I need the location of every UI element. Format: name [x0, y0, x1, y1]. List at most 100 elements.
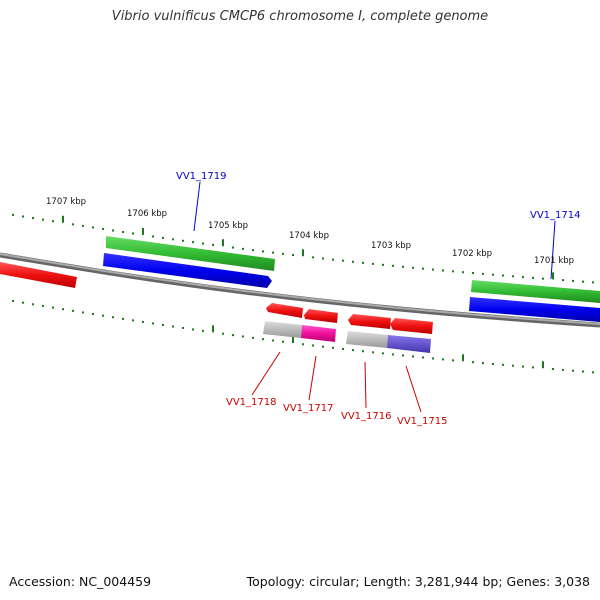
- major-tick: [62, 215, 64, 223]
- gene-red-vv1-1718[interactable]: [266, 303, 303, 318]
- gene-label-vv1-1716[interactable]: VV1_1716: [341, 411, 392, 422]
- minor-tick: [252, 249, 254, 252]
- minor-tick: [132, 232, 134, 235]
- gene-label-vv1-1717[interactable]: VV1_1717: [283, 403, 334, 414]
- genome-summary-text: Topology: circular; Length: 3,281,944 bp…: [246, 574, 590, 589]
- minor-tick: [252, 336, 254, 339]
- gene-purple-vv1-1715[interactable]: [387, 335, 431, 353]
- minor-tick: [382, 352, 384, 355]
- minor-tick: [452, 359, 454, 362]
- minor-tick: [392, 353, 394, 356]
- minor-tick: [242, 247, 244, 250]
- minor-tick: [162, 236, 164, 239]
- minor-tick: [502, 274, 504, 277]
- gene-label-vv1-1718[interactable]: VV1_1718: [226, 397, 277, 408]
- minor-tick: [22, 301, 24, 304]
- minor-tick: [362, 261, 364, 264]
- minor-tick: [112, 316, 114, 319]
- gene-grey-vv1-1718[interactable]: [263, 321, 302, 338]
- scale-label: 1702 kbp: [452, 249, 492, 259]
- minor-tick: [452, 270, 454, 273]
- minor-tick: [12, 213, 14, 216]
- gene-green-vv1-1714[interactable]: [471, 280, 600, 303]
- minor-tick: [572, 279, 574, 282]
- minor-tick: [322, 257, 324, 260]
- minor-tick: [122, 231, 124, 234]
- gene-blue-right[interactable]: [469, 297, 600, 322]
- minor-tick: [512, 364, 514, 367]
- minor-tick: [32, 303, 34, 306]
- minor-tick: [282, 252, 284, 255]
- minor-tick: [512, 275, 514, 278]
- minor-tick: [92, 313, 94, 316]
- minor-tick: [362, 350, 364, 353]
- gene-blue-left[interactable]: [103, 253, 272, 288]
- minor-tick: [382, 263, 384, 266]
- leader-vv1-1717: [308, 355, 317, 401]
- gene-red-left[interactable]: [0, 262, 77, 288]
- major-tick: [292, 336, 294, 344]
- minor-tick: [482, 362, 484, 365]
- minor-tick: [532, 276, 534, 279]
- scale-label: 1701 kbp: [534, 256, 574, 266]
- accession-text: Accession: NC_004459: [9, 574, 152, 589]
- minor-tick: [232, 334, 234, 337]
- minor-tick: [522, 276, 524, 279]
- scale-label: 1706 kbp: [127, 209, 167, 219]
- minor-tick: [332, 258, 334, 261]
- gene-red-vv1-1717[interactable]: [304, 309, 338, 323]
- minor-tick: [182, 239, 184, 242]
- minor-tick: [112, 229, 114, 232]
- major-tick: [542, 361, 544, 369]
- minor-tick: [22, 215, 24, 218]
- minor-tick: [402, 354, 404, 357]
- minor-tick: [592, 281, 594, 284]
- minor-tick: [322, 345, 324, 348]
- minor-tick: [582, 370, 584, 373]
- gene-label-vv1-1719[interactable]: VV1_1719: [176, 171, 227, 182]
- minor-tick: [172, 325, 174, 328]
- gene-grey-vv1-1716[interactable]: [346, 331, 388, 348]
- map-title: Vibrio vulnificus CMCP6 chromosome I, co…: [111, 9, 489, 24]
- minor-tick: [472, 272, 474, 275]
- minor-tick: [52, 306, 54, 309]
- minor-tick: [342, 259, 344, 262]
- minor-tick: [482, 272, 484, 275]
- minor-tick: [132, 319, 134, 322]
- leader-vv1-1714: [550, 220, 556, 280]
- minor-tick: [212, 243, 214, 246]
- minor-tick: [82, 311, 84, 314]
- minor-tick: [272, 339, 274, 342]
- scale-label: 1705 kbp: [208, 221, 248, 231]
- minor-tick: [292, 254, 294, 257]
- minor-tick: [72, 309, 74, 312]
- major-tick: [222, 239, 224, 247]
- minor-tick: [72, 223, 74, 226]
- gene-label-vv1-1714[interactable]: VV1_1714: [530, 210, 581, 221]
- gene-label-vv1-1715[interactable]: VV1_1715: [397, 416, 448, 427]
- minor-tick: [492, 362, 494, 365]
- gene-green-vv1-1719[interactable]: [106, 236, 275, 271]
- minor-tick: [352, 260, 354, 263]
- minor-tick: [552, 368, 554, 371]
- minor-tick: [202, 242, 204, 245]
- gene-magenta-vv1-1717[interactable]: [301, 325, 336, 342]
- minor-tick: [32, 217, 34, 220]
- minor-tick: [232, 246, 234, 249]
- scale-label: 1703 kbp: [371, 241, 411, 251]
- minor-tick: [422, 267, 424, 270]
- gene-red-vv1-1715[interactable]: [390, 318, 433, 334]
- gene-red-vv1-1716[interactable]: [348, 314, 391, 329]
- minor-tick: [42, 218, 44, 221]
- minor-tick: [412, 355, 414, 358]
- minor-tick: [102, 314, 104, 317]
- leader-vv1-1716: [364, 361, 367, 409]
- minor-tick: [572, 369, 574, 372]
- minor-tick: [562, 368, 564, 371]
- minor-tick: [312, 256, 314, 259]
- minor-tick: [152, 322, 154, 325]
- minor-tick: [262, 338, 264, 341]
- major-tick: [142, 227, 144, 235]
- major-tick: [462, 354, 464, 362]
